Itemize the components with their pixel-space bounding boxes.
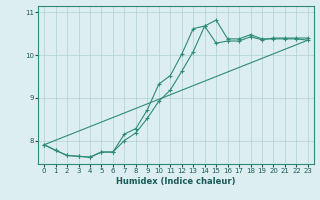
- X-axis label: Humidex (Indice chaleur): Humidex (Indice chaleur): [116, 177, 236, 186]
